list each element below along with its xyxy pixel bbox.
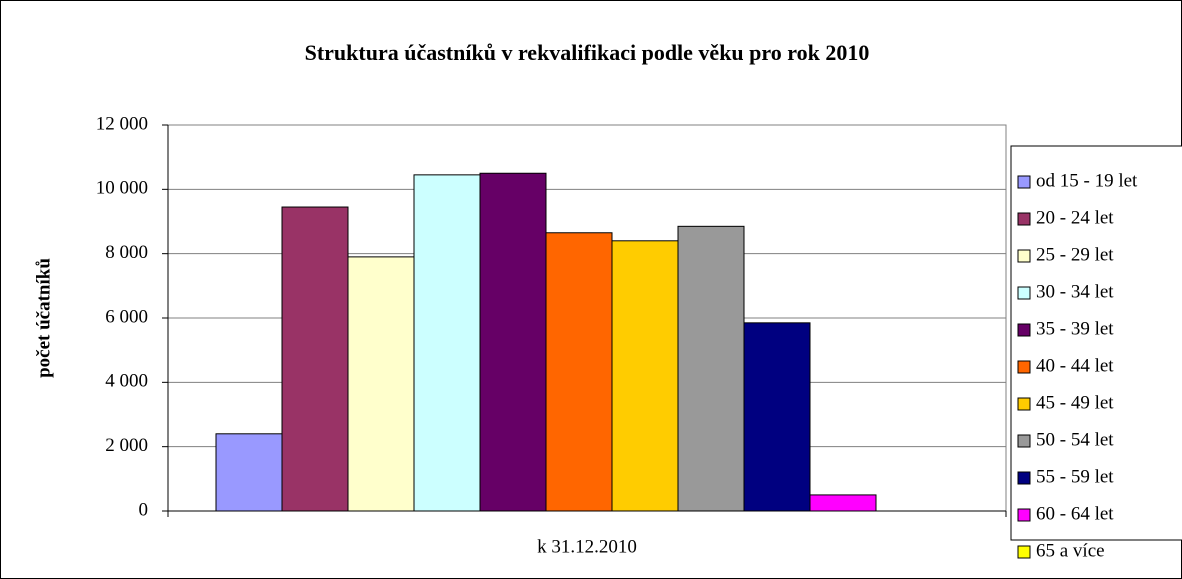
legend-label: 35 - 39 let bbox=[1036, 318, 1114, 339]
legend-label: 20 - 24 let bbox=[1036, 207, 1114, 228]
legend-swatch bbox=[1017, 360, 1031, 374]
bar bbox=[479, 172, 547, 512]
bar bbox=[281, 206, 349, 512]
legend-label: 55 - 59 let bbox=[1036, 466, 1114, 487]
legend-label: 60 - 64 let bbox=[1036, 503, 1114, 524]
y-tick-label: 4 000 bbox=[105, 371, 148, 392]
y-tick-label: 0 bbox=[139, 499, 149, 520]
bar bbox=[611, 240, 679, 512]
legend-swatch bbox=[1017, 545, 1031, 559]
y-tick-label: 8 000 bbox=[105, 242, 148, 263]
legend-label: 65 a více bbox=[1036, 540, 1105, 561]
legend-swatch bbox=[1017, 249, 1031, 263]
y-tick-label: 2 000 bbox=[105, 435, 148, 456]
bar bbox=[677, 225, 745, 512]
bar bbox=[347, 256, 415, 512]
legend-swatch bbox=[1017, 212, 1031, 226]
legend-box bbox=[1010, 145, 1182, 541]
y-tick-label: 10 000 bbox=[96, 178, 148, 199]
legend-label: 40 - 44 let bbox=[1036, 355, 1114, 376]
bar bbox=[215, 433, 283, 512]
legend-swatch bbox=[1017, 471, 1031, 485]
legend-swatch bbox=[1017, 508, 1031, 522]
legend-label: od 15 - 19 let bbox=[1036, 170, 1138, 191]
legend-label: 25 - 29 let bbox=[1036, 244, 1114, 265]
legend-swatch bbox=[1017, 397, 1031, 411]
legend-swatch bbox=[1017, 434, 1031, 448]
bar bbox=[545, 232, 613, 512]
legend-swatch bbox=[1017, 175, 1031, 189]
bar bbox=[809, 494, 877, 512]
bar bbox=[413, 174, 481, 512]
y-tick-label: 6 000 bbox=[105, 306, 148, 327]
bar bbox=[743, 322, 811, 512]
legend-swatch bbox=[1017, 323, 1031, 337]
y-tick-label: 12 000 bbox=[96, 113, 148, 134]
legend-swatch bbox=[1017, 286, 1031, 300]
legend-label: 30 - 34 let bbox=[1036, 281, 1114, 302]
y-axis-label: počet účatníků bbox=[33, 258, 54, 378]
x-tick-label: k 31.12.2010 bbox=[537, 536, 637, 557]
legend-label: 50 - 54 let bbox=[1036, 429, 1114, 450]
legend-label: 45 - 49 let bbox=[1036, 392, 1114, 413]
chart-title: Struktura účastníků v rekvalifikaci podl… bbox=[305, 40, 870, 65]
